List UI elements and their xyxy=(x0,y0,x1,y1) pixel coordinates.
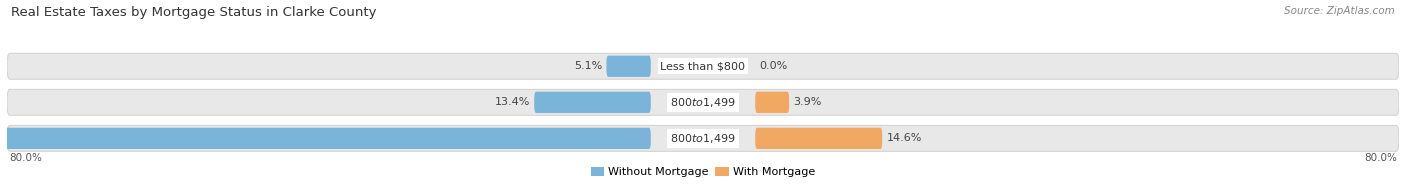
Text: 14.6%: 14.6% xyxy=(887,133,922,143)
Legend: Without Mortgage, With Mortgage: Without Mortgage, With Mortgage xyxy=(586,162,820,182)
FancyBboxPatch shape xyxy=(7,89,1399,115)
Text: $800 to $1,499: $800 to $1,499 xyxy=(671,132,735,145)
Text: 3.9%: 3.9% xyxy=(793,97,823,107)
Text: $800 to $1,499: $800 to $1,499 xyxy=(671,96,735,109)
FancyBboxPatch shape xyxy=(0,128,651,149)
Text: 13.4%: 13.4% xyxy=(495,97,530,107)
Text: 80.0%: 80.0% xyxy=(1364,153,1398,163)
Text: 5.1%: 5.1% xyxy=(574,61,602,71)
FancyBboxPatch shape xyxy=(7,125,1399,151)
Text: Source: ZipAtlas.com: Source: ZipAtlas.com xyxy=(1284,6,1395,16)
Text: Less than $800: Less than $800 xyxy=(661,61,745,71)
FancyBboxPatch shape xyxy=(7,53,1399,79)
Text: 0.0%: 0.0% xyxy=(759,61,787,71)
FancyBboxPatch shape xyxy=(606,56,651,77)
FancyBboxPatch shape xyxy=(755,92,789,113)
Text: Real Estate Taxes by Mortgage Status in Clarke County: Real Estate Taxes by Mortgage Status in … xyxy=(11,6,377,19)
FancyBboxPatch shape xyxy=(534,92,651,113)
Text: 80.0%: 80.0% xyxy=(8,153,42,163)
FancyBboxPatch shape xyxy=(755,128,882,149)
